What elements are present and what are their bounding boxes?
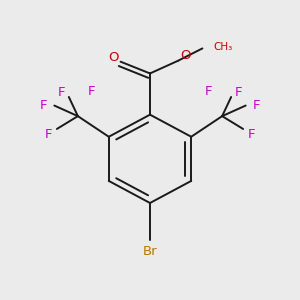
Text: O: O [180,49,190,62]
Text: O: O [108,51,119,64]
Text: F: F [205,85,212,98]
Text: F: F [88,85,95,98]
Text: Br: Br [143,245,157,258]
Text: F: F [40,99,47,112]
Text: F: F [248,128,255,141]
Text: F: F [253,99,260,112]
Text: F: F [45,128,52,141]
Text: F: F [57,86,65,99]
Text: F: F [235,86,243,99]
Text: CH₃: CH₃ [214,42,233,52]
